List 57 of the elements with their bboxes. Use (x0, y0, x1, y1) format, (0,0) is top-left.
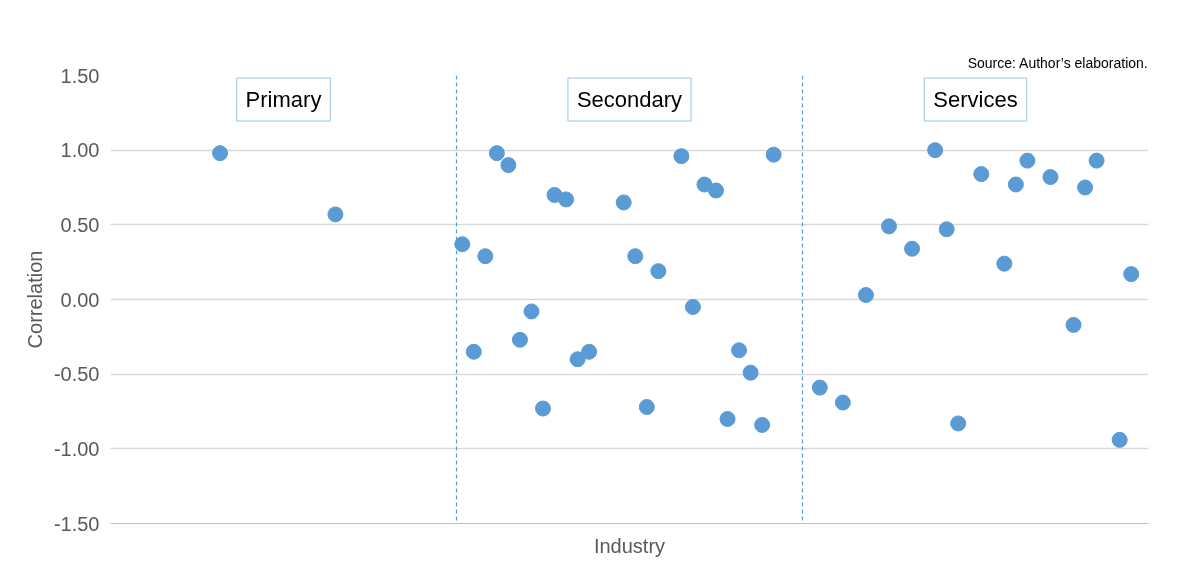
point (454, 236, 471, 253)
point (857, 287, 874, 304)
point (834, 394, 851, 411)
point (500, 157, 517, 174)
y-tick-label: 1.00 (60, 139, 100, 162)
y-tick-label: -1.00 (53, 437, 100, 460)
point (627, 248, 644, 265)
point (1065, 316, 1082, 333)
point (569, 351, 586, 368)
point (673, 148, 690, 165)
annotation: Secondary (576, 87, 683, 112)
point (881, 218, 897, 235)
point (696, 176, 713, 193)
point (1042, 169, 1059, 186)
point (719, 410, 736, 427)
y-tick-label: 0.00 (60, 288, 100, 311)
point (950, 415, 967, 432)
y-tick-label: -1.50 (53, 512, 100, 535)
point (765, 146, 782, 163)
point (1123, 266, 1140, 283)
point (511, 331, 528, 348)
x-axis-title: Industry (593, 534, 666, 557)
point (742, 364, 759, 381)
y-axis-title: Correlation (23, 250, 46, 349)
point (212, 145, 229, 162)
point (1111, 431, 1128, 448)
point (523, 303, 540, 320)
y-tick-label: 1.50 (60, 64, 100, 87)
point (488, 145, 505, 162)
point (811, 379, 828, 396)
point (1088, 152, 1105, 169)
annotation: Primary (245, 87, 322, 112)
y-tick-label: 0.50 (60, 213, 100, 236)
point (477, 248, 494, 265)
source-note: Source: Author’s elaboration. (967, 54, 1148, 71)
point (650, 263, 667, 280)
point (754, 416, 771, 433)
point (535, 400, 551, 417)
point (638, 399, 655, 416)
point (1077, 179, 1094, 196)
point (684, 298, 701, 315)
y-tick-label: -0.50 (53, 363, 100, 386)
point (938, 221, 955, 238)
point (1019, 152, 1036, 169)
point (973, 166, 990, 183)
point (581, 343, 598, 360)
point (558, 191, 575, 208)
point (708, 182, 724, 199)
point (996, 255, 1013, 272)
point (615, 194, 632, 211)
annotation: Services (933, 87, 1018, 112)
point (927, 142, 944, 159)
point (465, 343, 482, 360)
point (1007, 176, 1024, 193)
point (731, 342, 748, 359)
point (904, 240, 921, 257)
point (327, 206, 344, 223)
